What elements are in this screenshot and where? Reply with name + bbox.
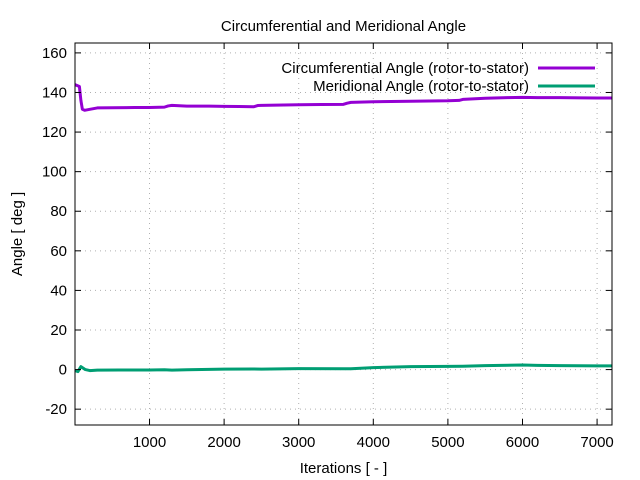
y-tick-label: 160 [42, 45, 67, 62]
grid [75, 43, 612, 425]
x-tick-label: 7000 [580, 434, 613, 451]
x-tick-label: 5000 [431, 434, 464, 451]
y-tick-label: 120 [42, 124, 67, 141]
y-tick-label: 20 [50, 322, 67, 339]
y-tick-label: 0 [59, 362, 67, 379]
y-axis-title: Angle [ deg ] [9, 192, 26, 276]
y-tick-label: 100 [42, 164, 67, 181]
series-line-circumferential [75, 83, 612, 112]
legend: Circumferential Angle (rotor-to-stator)M… [281, 60, 595, 95]
legend-label: Circumferential Angle (rotor-to-stator) [281, 60, 529, 77]
series-layer [75, 83, 612, 374]
y-tick-label: 60 [50, 243, 67, 260]
x-tick-label: 3000 [282, 434, 315, 451]
ticks: 1000 2000 3000 4000 5000 6000 7000 -20 0 20 40 60 80… [42, 43, 614, 451]
chart-title: Circumferential and Meridional Angle [221, 18, 466, 35]
x-tick-label: 1000 [133, 434, 166, 451]
x-tick-label: 4000 [357, 434, 390, 451]
y-tick-label: 140 [42, 84, 67, 101]
legend-label: Meridional Angle (rotor-to-stator) [313, 78, 529, 95]
y-tick-label: -20 [45, 401, 67, 418]
y-tick-label: 80 [50, 203, 67, 220]
y-tick-label: 40 [50, 282, 67, 299]
x-tick-label: 6000 [506, 434, 539, 451]
series-line-meridional [75, 363, 612, 374]
x-axis-title: Iterations [ - ] [300, 460, 388, 477]
x-tick-label: 2000 [207, 434, 240, 451]
plot-frame [74, 42, 613, 426]
